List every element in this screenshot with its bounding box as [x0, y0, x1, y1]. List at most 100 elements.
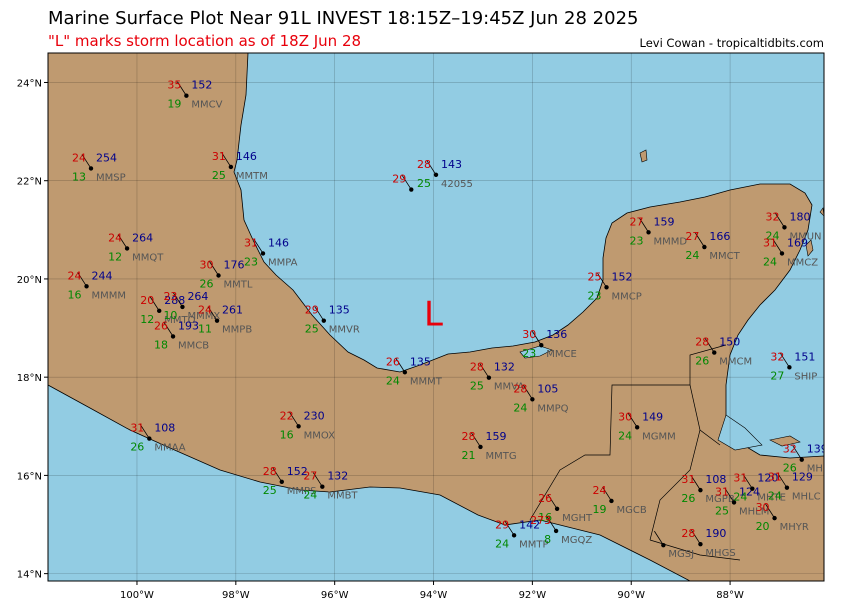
wind-barb-shaft — [724, 488, 735, 503]
temperature-label: 28 — [470, 361, 484, 374]
station-marker — [478, 444, 483, 450]
station-marker — [228, 164, 234, 170]
dewpoint-label: 23 — [630, 234, 644, 247]
pressure-label: 152 — [612, 270, 633, 283]
lat-tick-label: 22°N — [17, 177, 42, 188]
station-id-label: MMAA — [154, 443, 185, 454]
station-plot: 28 190 MHGS — [681, 527, 735, 559]
station-marker — [782, 225, 787, 230]
pressure-label: 180 — [789, 210, 810, 223]
temperature-label: 27 — [303, 470, 317, 483]
station-id-label: MMCB — [178, 340, 209, 351]
pressure-label: 166 — [709, 230, 730, 243]
wind-barb-shaft — [77, 272, 87, 287]
station-marker — [772, 515, 777, 521]
wind-barb-shaft — [777, 473, 788, 488]
wind-barb-shaft — [312, 472, 323, 487]
station-marker — [214, 318, 220, 323]
station-id-label: MMPA — [268, 257, 298, 268]
wind-barb-shaft — [765, 503, 775, 519]
station-plot: 30 20 MHYR — [756, 501, 809, 533]
station-marker — [321, 318, 327, 323]
honduras-bay-islands — [769, 435, 801, 447]
pressure-label: 169 — [787, 236, 808, 249]
station-plot: 28 21 159 MMTG — [461, 430, 516, 462]
temperature-label: 35 — [167, 79, 181, 92]
dewpoint-label: 13 — [72, 170, 86, 183]
wind-barb-shaft — [691, 529, 701, 545]
dewpoint-label: 25 — [212, 169, 226, 182]
pressure-label: 176 — [224, 258, 245, 271]
dewpoint-label: 10 — [163, 309, 177, 322]
temperature-label: 24 — [198, 304, 212, 317]
dewpoint-label: 24 — [685, 249, 699, 262]
map-axes: 100°W 98°W 96°W 94°W 92°W 90°W 88°W 14°N 16°N 18°… — [17, 78, 744, 601]
pressure-label: 190 — [705, 527, 726, 540]
station-plot: 25 23 152 MMCP — [588, 270, 642, 302]
chart-subtitle: "L" marks storm location as of 18Z Jun 2… — [48, 32, 362, 50]
dewpoint-label: 24 — [618, 429, 632, 442]
station-id-label: MMMM — [92, 290, 127, 301]
temperature-label: 28 — [461, 430, 475, 443]
lat-tick-label: 14°N — [17, 570, 42, 581]
pressure-label: 105 — [537, 382, 558, 395]
wind-barb-shaft — [654, 530, 664, 546]
station-id-label: MGSJ — [668, 549, 694, 560]
station-marker — [634, 425, 640, 430]
temperature-label: 31 — [768, 471, 782, 484]
station-plot: 30 26 176 MMTL — [200, 258, 253, 290]
station-plot: MGSJ — [654, 530, 694, 560]
dewpoint-label: 24 — [763, 255, 777, 268]
wind-barb-shaft — [780, 353, 790, 368]
storm-location-marker: L — [424, 294, 443, 334]
station-id-label: MMTM — [236, 171, 268, 182]
pressure-label: 151 — [794, 350, 815, 363]
temperature-label: 31 — [130, 422, 144, 435]
pressure-label: 244 — [92, 269, 113, 282]
wind-barb-shaft — [627, 413, 638, 428]
temperature-label: 30 — [200, 258, 214, 271]
station-id-label: MMMT — [410, 376, 443, 387]
gulf-of-honduras-inlet — [717, 414, 763, 451]
wind-barb-shaft — [177, 81, 187, 96]
dewpoint-label: 25 — [470, 380, 484, 393]
wind-barb-shaft — [775, 213, 785, 228]
station-marker — [260, 251, 266, 256]
station-id-label: MMQT — [132, 252, 164, 263]
station-id-label: MHLM — [739, 506, 769, 517]
station-id-label: MMCM — [719, 357, 752, 368]
station-id-label: 42055 — [441, 179, 473, 190]
isla-cozumel — [805, 239, 814, 257]
dewpoint-label: 23 — [522, 347, 536, 360]
station-id-label: MMOX — [304, 430, 335, 441]
station-marker — [604, 285, 609, 290]
dewpoint-label: 27 — [770, 369, 784, 382]
station-id-label: MMPS — [287, 486, 317, 497]
station-marker — [184, 93, 189, 98]
station-plot: 27 23 159 MMMD — [630, 215, 688, 247]
wind-barb-shaft — [81, 154, 92, 169]
guatemala-honduras-border — [649, 429, 701, 541]
temperature-label: 273 — [530, 514, 551, 527]
temperature-label: 28 — [681, 527, 695, 540]
station-observations: 35 19 152 MMCV 24 13 254 MMSP 31 25 146 MMTM 28 25 143… — [68, 79, 824, 560]
station-marker — [609, 498, 614, 504]
temperature-label: 22 — [280, 409, 294, 422]
station-marker — [409, 187, 414, 192]
dewpoint-label: 24 — [386, 374, 400, 387]
wind-barb-shaft — [597, 273, 607, 288]
temperature-label: 30 — [522, 328, 536, 341]
station-plot: 23 10 264 MMMX — [163, 290, 220, 322]
station-id-label: MMPQ — [537, 403, 568, 414]
wind-barb-shaft — [401, 175, 412, 190]
temperature-label: 24 — [72, 151, 86, 164]
wind-barb-shaft — [792, 445, 803, 460]
pressure-label: 132 — [494, 361, 515, 374]
wind-barb-shaft — [209, 261, 219, 276]
station-marker — [698, 487, 703, 493]
wind-barb-shaft — [314, 306, 325, 321]
station-plot: 28 25 132 MMVA — [470, 361, 524, 393]
temperature-label: 28 — [263, 465, 277, 478]
station-marker — [646, 230, 651, 235]
dewpoint-label: 16 — [538, 511, 552, 524]
